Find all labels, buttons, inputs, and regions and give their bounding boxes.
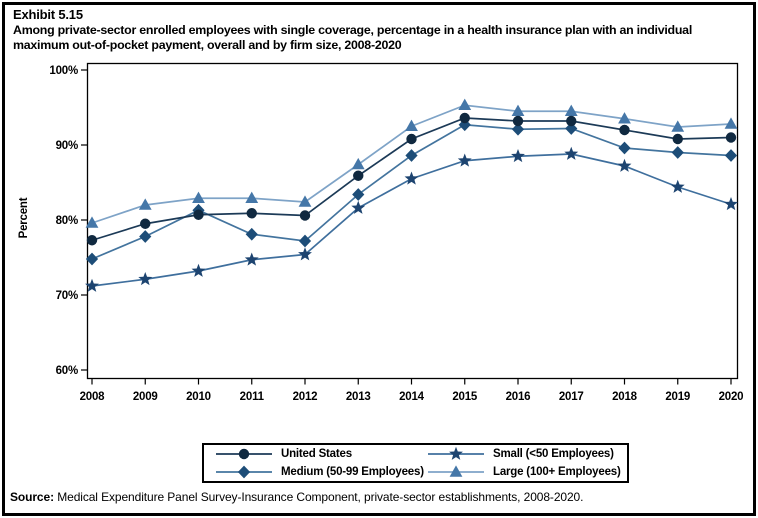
series-marker-diamond [458,118,471,132]
series-marker-triangle [458,98,472,111]
series-marker-star [85,278,99,292]
series-marker-circle [86,235,98,246]
series-marker-triangle [724,117,738,129]
legend-item: United States [216,446,428,463]
series-marker-diamond [724,149,738,162]
series-marker-diamond [139,230,152,243]
series-marker-circle [193,209,204,220]
legend-label: Small (<50 Employees) [493,448,614,461]
legend-label: Medium (50-99 Employees) [281,465,424,478]
series-marker-triangle [298,195,312,207]
x-tick-label: 2008 [80,391,106,403]
series-marker-diamond [245,227,258,241]
legend-swatch-diamond-icon [216,465,272,479]
series-marker-star [351,200,366,214]
x-tick-label: 2020 [719,391,744,403]
series-marker-circle [566,115,577,127]
series-marker-circle [246,208,257,219]
series-marker-star [138,271,153,286]
x-tick-label: 2012 [293,391,318,403]
series-marker-circle [299,210,311,221]
series-marker-triangle [564,104,578,117]
chart-area: 100% 90% 80% 70% 60% 2008 2009 2010 2011 2012 2013… [0,58,758,408]
line-chart: 100% 90% 80% 70% 60% 2008 2009 2010 2011 2012 2013… [18,62,744,403]
x-tick-label: 2018 [612,391,638,403]
series-marker-triangle [618,112,631,124]
legend-swatch-triangle-icon [428,465,484,477]
series-marker-circle [672,133,683,145]
series-marker-triangle [245,191,259,204]
series-marker-diamond [405,149,418,162]
source-text: Medical Expenditure Panel Survey-Insuran… [53,490,584,504]
legend-marker-star [449,446,463,461]
legend-swatch-circle-icon [216,448,272,460]
series-marker-diamond [618,141,631,155]
series-marker-star [298,247,312,261]
series-marker-circle [406,133,417,145]
series-marker-star [564,146,579,160]
series-marker-triangle [351,157,365,170]
legend-label: Large (100+ Employees) [493,465,621,478]
plot-frame [86,62,739,380]
series-marker-circle [512,115,524,127]
series-marker-star [617,158,632,172]
x-tick-label: 2016 [506,391,531,403]
exhibit-title: Among private-sector enrolled employees … [13,23,693,52]
page-header: Exhibit 5.15 Among private-sector enroll… [13,7,749,53]
legend-marker-diamond [237,465,251,479]
series-marker-triangle [405,119,418,132]
series-marker-circle [459,112,470,124]
series-marker-star [404,171,419,185]
series-marker-star [244,252,259,266]
series-marker-star [191,263,206,277]
x-tick-label: 2019 [665,391,690,403]
series-marker-diamond [671,146,684,159]
series-marker-star [457,153,472,167]
x-tick-label: 2013 [346,391,371,403]
series-line-diamond [91,123,732,260]
chart-legend: United States Small (<50 Employees) Medium… [202,443,629,483]
x-tick-label: 2017 [559,391,584,403]
legend-item: Medium (50-99 Employees) [216,463,428,480]
exhibit-number: Exhibit 5.15 [13,7,83,22]
x-tick-label: 2010 [186,391,211,403]
legend-marker-circle [238,448,250,460]
legend-item: Small (<50 Employees) [428,446,627,463]
series-marker-diamond [565,122,578,135]
source-label: Source: [10,490,54,504]
legend-swatch-star-icon [428,446,484,461]
series-marker-triangle [671,120,685,132]
series-marker-triangle [138,198,152,210]
y-tick-label: 100% [49,65,78,77]
series-marker-star [670,179,685,193]
series-marker-diamond [511,122,525,136]
x-tick-label: 2014 [399,391,425,403]
series-marker-triangle [192,191,205,204]
series-marker-circle [725,132,737,143]
y-tick-label: 70% [56,290,78,302]
series-marker-star [724,196,738,211]
series-marker-star [511,148,525,163]
legend-item: Large (100+ Employees) [428,463,627,480]
series-marker-diamond [298,234,312,248]
y-tick-label: 90% [56,140,78,152]
legend-label: United States [281,448,352,461]
series-marker-circle [140,218,151,229]
y-axis-title: Percent [18,197,30,238]
series-marker-diamond [352,188,365,201]
x-tick-label: 2015 [452,391,478,403]
source-note: Source: Medical Expenditure Panel Survey… [10,490,583,504]
y-tick-label: 80% [56,215,78,227]
x-tick-label: 2009 [133,391,158,403]
series-marker-triangle [511,104,525,117]
legend-marker-triangle [449,465,463,477]
y-tick-label: 60% [56,365,78,377]
series-marker-circle [353,170,364,181]
series-marker-circle [619,124,630,136]
series-marker-triangle [85,216,99,228]
x-tick-label: 2011 [240,391,265,403]
